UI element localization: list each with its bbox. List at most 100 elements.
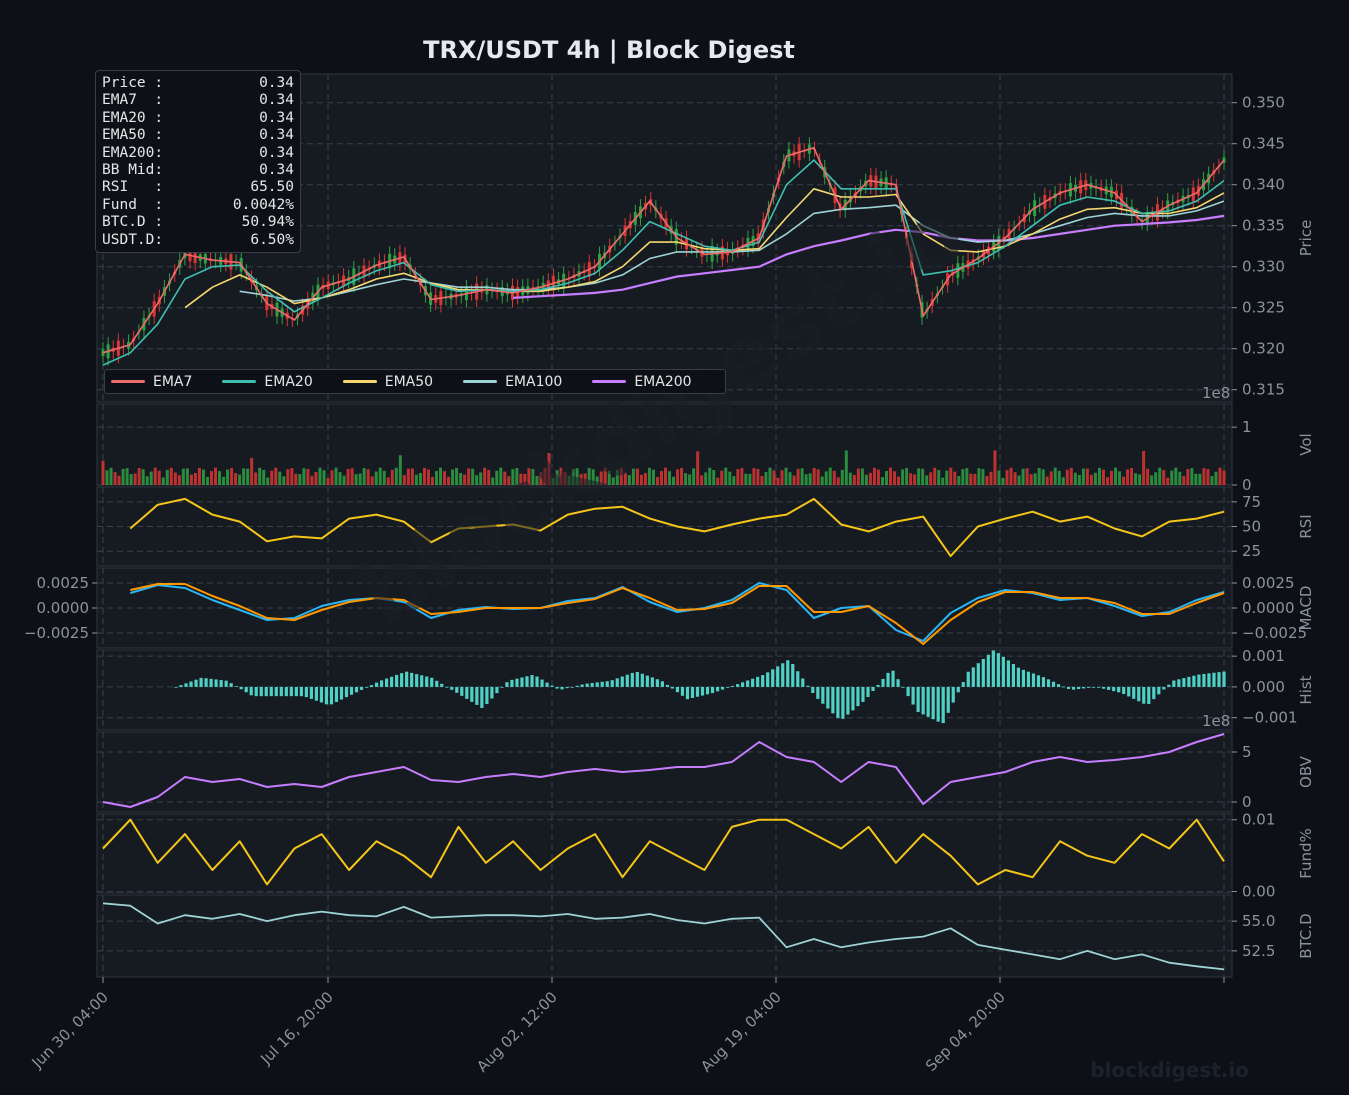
hist-bar	[490, 686, 494, 699]
volume-bar	[129, 474, 133, 485]
volume-bar	[949, 467, 953, 485]
volume-bar	[157, 470, 161, 485]
hist-tick-label: 0.001	[1242, 647, 1285, 665]
hist-bar	[1162, 686, 1166, 690]
volume-bar	[346, 468, 350, 485]
volume-bar	[792, 475, 796, 485]
volume-bar	[181, 468, 185, 485]
volume-bar	[1101, 469, 1105, 485]
hist-bar	[279, 686, 283, 697]
hist-bar	[640, 673, 644, 687]
volume-bar	[274, 467, 278, 485]
volume-bar	[945, 470, 949, 485]
volume-bar	[1166, 477, 1170, 485]
hist-bar	[660, 681, 664, 687]
hist-bar	[410, 672, 414, 687]
volume-bar	[406, 468, 410, 485]
hist-bar	[1071, 686, 1076, 690]
hist-bar	[189, 681, 193, 687]
info-label: BTC.D :	[102, 214, 164, 231]
volume-bar	[696, 451, 700, 485]
volume-bar	[1178, 471, 1182, 485]
hist-bar	[334, 686, 339, 702]
hist-bar	[485, 686, 489, 704]
volume-bar	[941, 477, 945, 485]
volume-bar	[655, 477, 659, 485]
hist-bar	[911, 686, 915, 705]
info-row: EMA50 : 0.34	[102, 127, 294, 144]
hist-bar	[866, 686, 870, 698]
volume-bar	[712, 470, 716, 485]
volume-bar	[868, 472, 872, 485]
volume-bar	[748, 473, 752, 485]
volume-bar	[732, 476, 736, 485]
volume-bar	[1146, 468, 1150, 485]
volume-bar	[1005, 470, 1009, 485]
volume-bar	[1013, 472, 1017, 485]
volume-bar	[1073, 472, 1077, 485]
volume-bar	[205, 476, 209, 485]
hist-bar	[776, 666, 780, 687]
hist-bar	[720, 686, 725, 690]
volume-bar	[479, 472, 483, 485]
hist-bar	[620, 676, 624, 687]
hist-bar	[1132, 686, 1136, 699]
price-tick-label: 0.330	[1242, 258, 1285, 276]
x-tick-label: Aug 19, 04:00	[697, 988, 785, 1076]
info-value: 0.34	[259, 92, 294, 109]
info-value: 0.34	[259, 162, 294, 179]
volume-bar	[905, 467, 909, 485]
hist-bar	[1172, 680, 1176, 687]
hist-bar	[1142, 686, 1146, 704]
volume-bar	[937, 470, 941, 485]
hist-bar	[786, 660, 790, 687]
hist-bar	[1092, 686, 1096, 688]
candle-body	[1222, 157, 1226, 163]
volume-bar	[402, 475, 406, 485]
volume-bar	[398, 455, 402, 485]
hist-bar	[339, 686, 344, 700]
volume-bar	[1017, 475, 1021, 485]
hist-bar	[239, 686, 243, 690]
volume-bar	[137, 468, 141, 485]
volume-bar	[635, 468, 639, 485]
volume-bar	[688, 474, 692, 485]
hist-bar	[430, 677, 434, 687]
info-value: 50.94%	[241, 214, 294, 231]
hist-bar	[435, 680, 439, 687]
hist-bar	[710, 686, 715, 694]
volume-bar	[499, 467, 503, 485]
volume-bar	[664, 467, 668, 485]
volume-bar	[567, 475, 571, 485]
hist-bar	[961, 682, 965, 687]
brand-text: blockdigest.io	[1090, 1058, 1249, 1082]
hist-bar	[695, 686, 700, 697]
hist-bar	[991, 650, 995, 687]
series-ema50	[184, 188, 1225, 309]
series-ema200	[513, 214, 1225, 299]
hist-bar	[1036, 675, 1041, 687]
btcd-tick-label: 52.5	[1242, 942, 1275, 960]
hist-bar	[184, 683, 188, 687]
funding-tick-label: 0.01	[1242, 811, 1275, 829]
volume-bar	[125, 468, 129, 485]
hist-bar	[1097, 686, 1101, 688]
hist-bar	[174, 686, 178, 688]
volume-bar	[985, 475, 989, 485]
volume-bar	[832, 470, 836, 485]
volume-bar	[242, 468, 246, 485]
hist-bar	[956, 686, 960, 693]
volume-bar	[575, 468, 579, 485]
hist-bar	[1041, 677, 1046, 687]
volume-bar	[439, 467, 443, 485]
volume-bar	[627, 475, 631, 485]
hist-bar	[505, 682, 509, 687]
hist-bar	[675, 686, 680, 693]
volume-bar	[676, 469, 680, 485]
hist-bar	[876, 684, 880, 687]
info-label: BB Mid:	[102, 162, 164, 179]
volume-bar	[856, 468, 860, 485]
volume-bar	[764, 471, 768, 485]
volume-bar	[121, 468, 125, 485]
